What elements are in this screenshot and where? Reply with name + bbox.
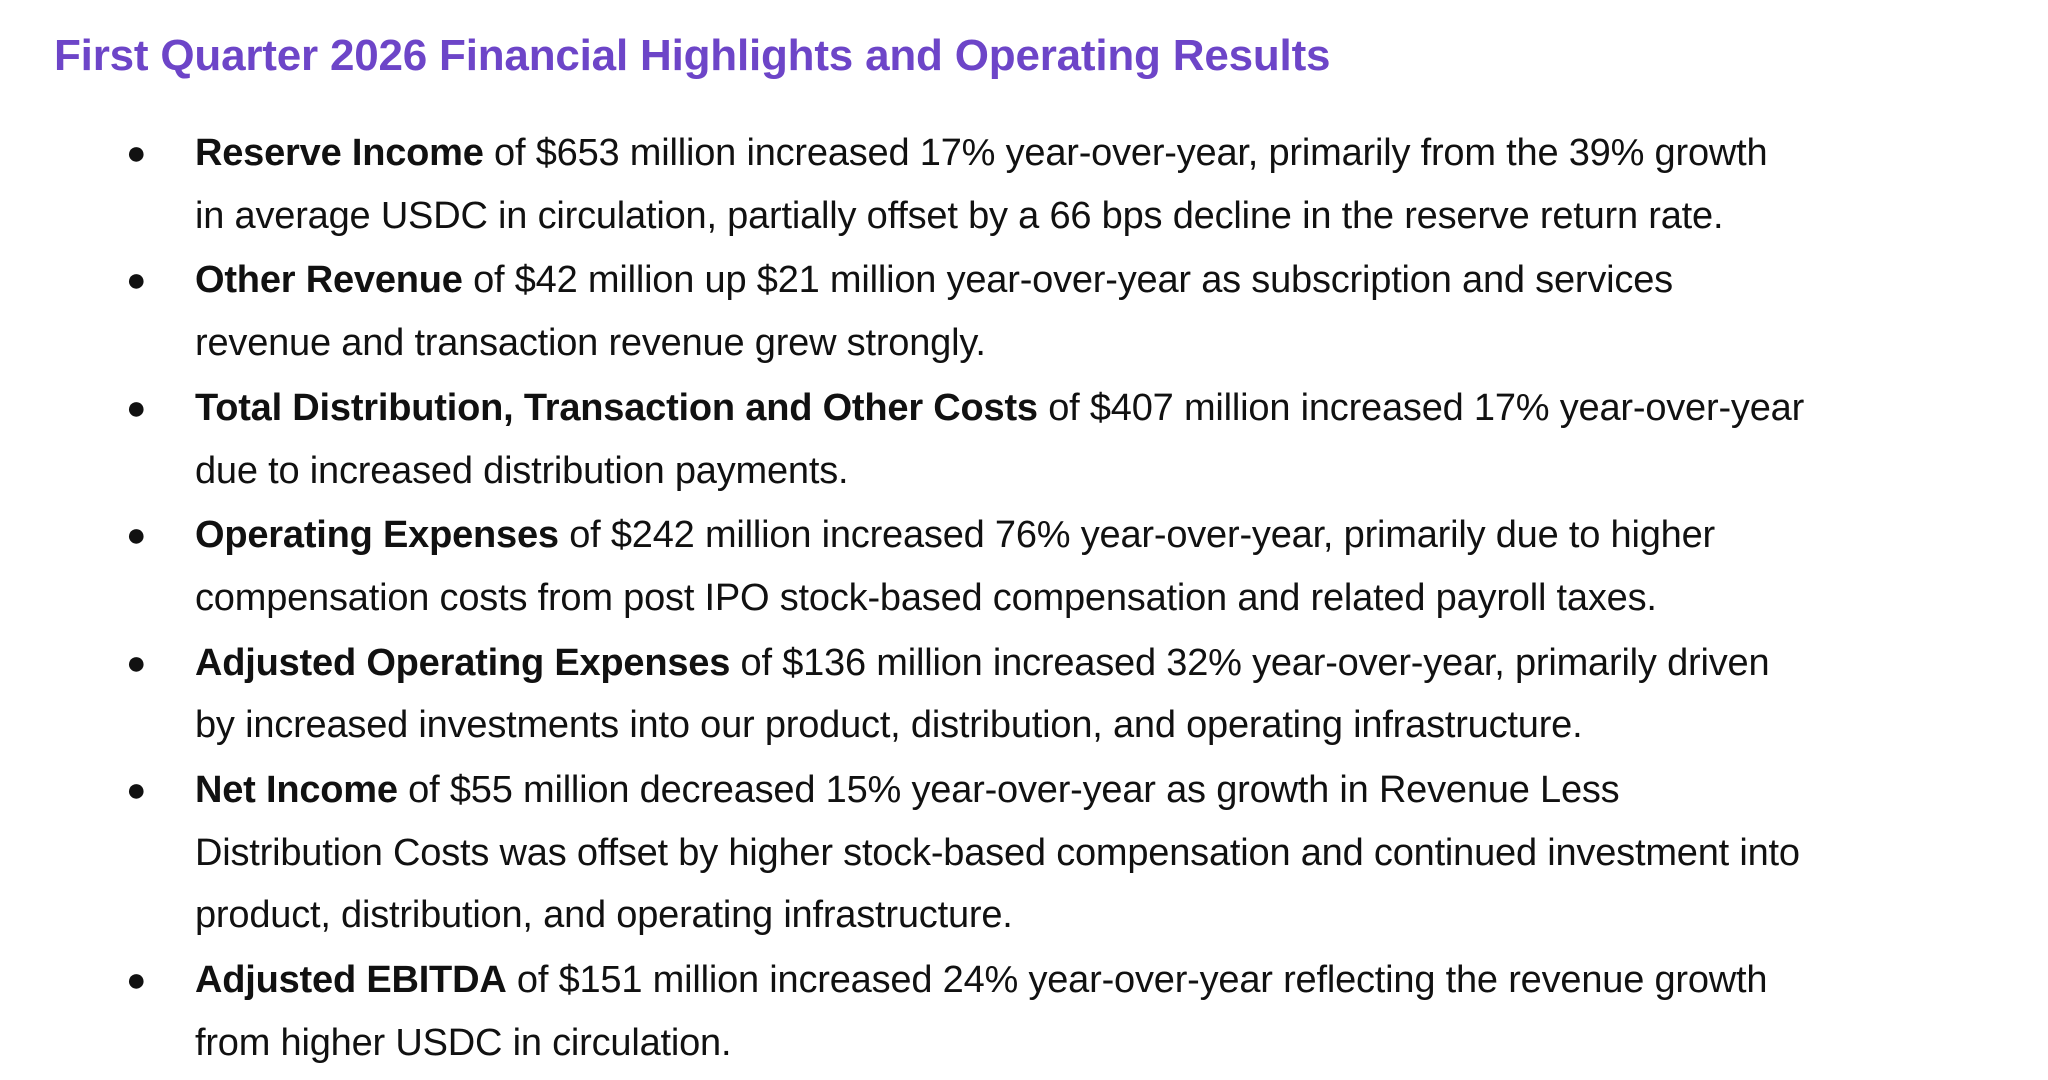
highlight-term: Total Distribution, Transaction and Othe… xyxy=(195,386,1038,429)
highlight-item-reserve-income: ● Reserve Income of $653 million increas… xyxy=(0,122,1805,247)
highlight-text: of $653 million increased 17% year-over-… xyxy=(195,132,1768,237)
section-title: First Quarter 2026 Financial Highlights … xyxy=(54,31,1331,80)
bullet-icon: ● xyxy=(126,261,147,300)
highlights-list: ● Reserve Income of $653 million increas… xyxy=(0,122,2048,1077)
bullet-icon: ● xyxy=(126,516,147,555)
highlight-item-adjusted-ebitda: ● Adjusted EBITDA of $151 million increa… xyxy=(0,949,1805,1074)
highlight-item-net-income: ● Net Income of $55 million decreased 15… xyxy=(0,759,1805,947)
highlight-item-operating-expenses: ● Operating Expenses of $242 million inc… xyxy=(0,504,1805,629)
highlight-item-adjusted-operating-expenses: ● Adjusted Operating Expenses of $136 mi… xyxy=(0,632,1805,757)
highlight-term: Other Revenue xyxy=(195,259,463,302)
bullet-icon: ● xyxy=(126,388,147,427)
bullet-icon: ● xyxy=(126,134,147,172)
highlight-text: of $407 million increased 17% year-over-… xyxy=(195,386,1805,492)
highlight-text: of $151 million increased 24% year-over-… xyxy=(195,959,1768,1064)
highlight-text: of $42 million up $21 million year-over-… xyxy=(195,259,1673,365)
highlight-term: Net Income xyxy=(195,769,398,812)
highlight-term: Reserve Income xyxy=(195,132,484,174)
highlight-item-total-costs: ● Total Distribution, Transaction and Ot… xyxy=(0,377,1805,502)
highlight-text: of $242 million increased 76% year-over-… xyxy=(195,514,1715,619)
highlight-term: Adjusted Operating Expenses xyxy=(195,641,731,684)
highlight-term: Adjusted EBITDA xyxy=(195,959,507,1002)
highlight-text: of $55 million decreased 15% year-over-y… xyxy=(195,769,1800,937)
highlight-item-other-revenue: ● Other Revenue of $42 million up $21 mi… xyxy=(0,249,1805,374)
highlight-text: of $136 million increased 32% year-over-… xyxy=(195,641,1770,747)
bullet-icon: ● xyxy=(126,961,147,1000)
bullet-icon: ● xyxy=(126,643,147,682)
bullet-icon: ● xyxy=(126,771,147,810)
highlight-term: Operating Expenses xyxy=(195,514,559,557)
